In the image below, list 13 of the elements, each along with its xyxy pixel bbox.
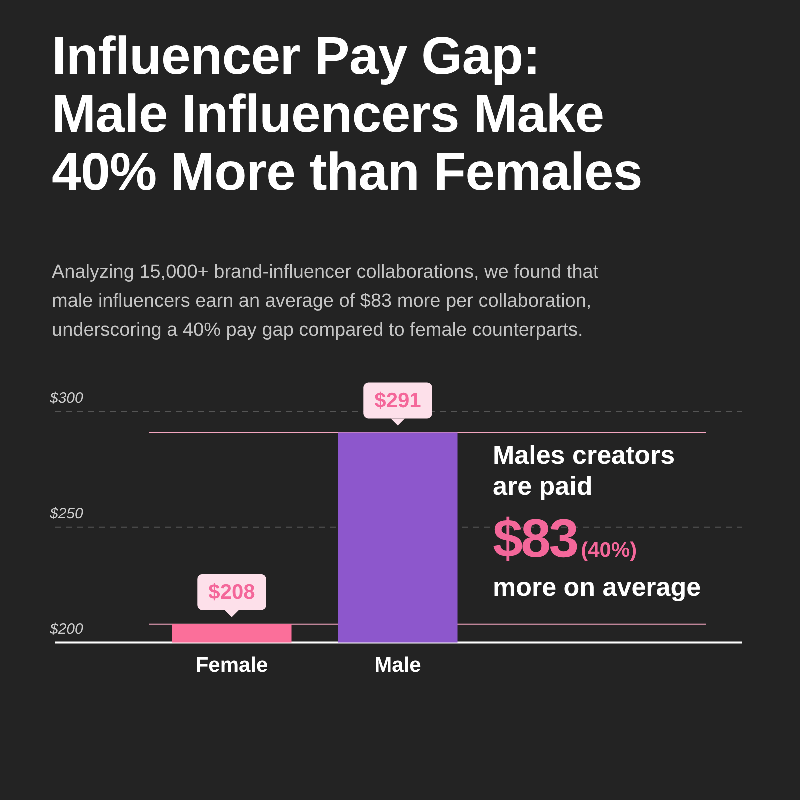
y-tick-label: $300 bbox=[49, 390, 84, 408]
data-label: $208 bbox=[208, 581, 256, 604]
text: Males creators are paid bbox=[493, 440, 676, 502]
text: more on average bbox=[493, 572, 702, 603]
x-tick-label: Female bbox=[196, 654, 268, 678]
chart-subtitle: Analyzing 15,000+ brand-influencer collaborations, we found that male influencers earn an average of $83 more per collaboration, underscoring a 40% pay gap compared to female counterparts. bbox=[52, 261, 599, 343]
data-label: $291 bbox=[374, 390, 422, 413]
text: (40%) bbox=[581, 539, 638, 562]
text: $83 bbox=[493, 509, 578, 569]
y-tick-label: $250 bbox=[49, 506, 84, 523]
chart-title: Influencer Pay Gap: Male Influencers Make 40% More than Females bbox=[52, 27, 642, 202]
y-tick-label: $200 bbox=[49, 620, 84, 638]
x-tick-label: Male bbox=[374, 654, 422, 678]
